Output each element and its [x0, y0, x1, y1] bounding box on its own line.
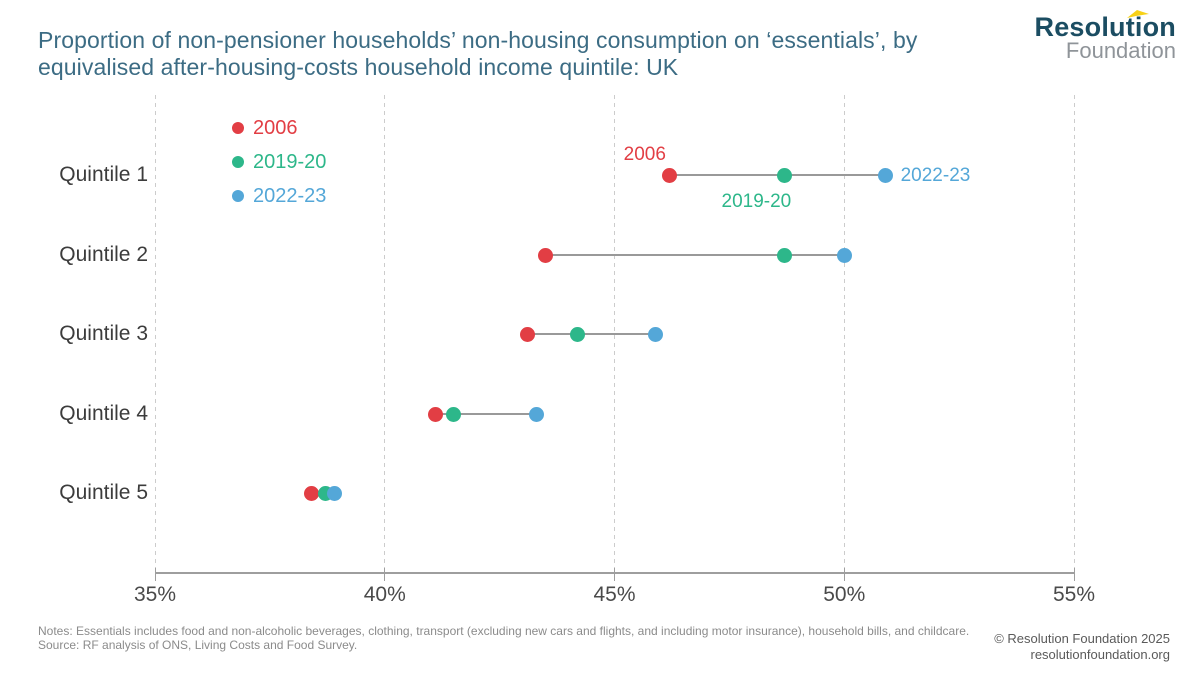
- dot-2006-quintile-4: [427, 406, 443, 422]
- logo-resolution-label: Resolution: [1034, 12, 1176, 42]
- legend-label-2022-23: 2022-23: [253, 184, 327, 207]
- gridline-35-: [154, 95, 156, 573]
- x-axis-line: [155, 572, 1074, 574]
- x-axis-tick-45-: [614, 567, 615, 581]
- legend-item-2006: 2006: [232, 116, 326, 140]
- dot-2022-23-quintile-2: [836, 247, 852, 263]
- dot-2006-quintile-2: [538, 247, 554, 263]
- x-tick-label-50-: 50%: [823, 583, 866, 606]
- gridline-40-: [384, 95, 386, 573]
- chart-title: Proportion of non-pensioner households’ …: [38, 27, 918, 80]
- category-label-quintile-5: Quintile 5: [59, 481, 148, 504]
- dot-2022-23-quintile-4: [528, 406, 544, 422]
- connector-quintile-4: [435, 413, 537, 415]
- x-axis-tick-55-: [1073, 567, 1075, 581]
- legend-item-2022-23: 2022-23: [232, 184, 326, 208]
- resolution-foundation-logo: Resolution Foundation: [1034, 10, 1177, 63]
- legend-dot-2006: [232, 122, 244, 134]
- legend-dot-2019-20: [232, 156, 244, 168]
- dot-2022-23-quintile-3: [648, 326, 664, 342]
- dot-2022-23-quintile-1: [878, 167, 894, 183]
- dot-2006-quintile-1: [662, 167, 678, 183]
- dot-2006-quintile-3: [519, 326, 535, 342]
- legend: 2006 2019-20 2022-23: [232, 116, 326, 218]
- gridline-50-: [843, 95, 845, 573]
- website-text: resolutionfoundation.org: [1030, 646, 1171, 662]
- copyright-text: © Resolution Foundation 2025: [994, 631, 1170, 646]
- category-label-quintile-3: Quintile 3: [59, 322, 148, 345]
- x-axis-tick-50-: [843, 567, 845, 581]
- dot-2019-20-quintile-3: [570, 326, 586, 342]
- x-axis-tick-40-: [384, 567, 386, 581]
- legend-label-2019-20: 2019-20: [253, 150, 327, 173]
- dot-2022-23-quintile-5: [326, 485, 342, 501]
- legend-item-2019-20: 2019-20: [232, 150, 326, 174]
- annotation-2019-20: 2019-20: [721, 191, 792, 212]
- gridline-55-: [1073, 95, 1075, 573]
- connector-quintile-2: [545, 254, 845, 256]
- source-text: Source: RF analysis of ONS, Living Costs…: [38, 637, 358, 652]
- legend-label-2006: 2006: [253, 116, 298, 139]
- dot-2019-20-quintile-1: [777, 167, 792, 183]
- category-label-quintile-1: Quintile 1: [59, 163, 148, 186]
- logo-resolution-text: Resolution: [1034, 10, 1177, 42]
- logo-yellow-tick-icon: [1127, 10, 1149, 18]
- x-axis-tick-35-: [154, 567, 156, 581]
- category-label-quintile-4: Quintile 4: [59, 402, 148, 425]
- x-tick-label-55-: 55%: [1052, 583, 1096, 606]
- logo-foundation-label: Foundation: [1065, 38, 1176, 63]
- annotation-2022-23: 2022-23: [900, 165, 971, 186]
- dot-2006-quintile-5: [303, 485, 319, 501]
- annotation-2006: 2006: [623, 144, 666, 165]
- legend-dot-2022-23: [232, 190, 244, 202]
- x-tick-label-40-: 40%: [363, 583, 406, 606]
- dot-2019-20-quintile-2: [777, 247, 792, 263]
- connector-quintile-3: [527, 333, 656, 335]
- notes-text: Notes: Essentials includes food and non-…: [38, 624, 970, 638]
- copyright-block: © Resolution Foundation 2025 resolutionf…: [994, 631, 1170, 662]
- dot-2019-20-quintile-4: [446, 406, 462, 422]
- x-tick-label-45-: 45%: [593, 583, 636, 606]
- footnotes: Notes: Essentials includes food and non-…: [38, 624, 970, 652]
- category-label-quintile-2: Quintile 2: [59, 243, 148, 266]
- x-tick-label-35-: 35%: [133, 583, 177, 606]
